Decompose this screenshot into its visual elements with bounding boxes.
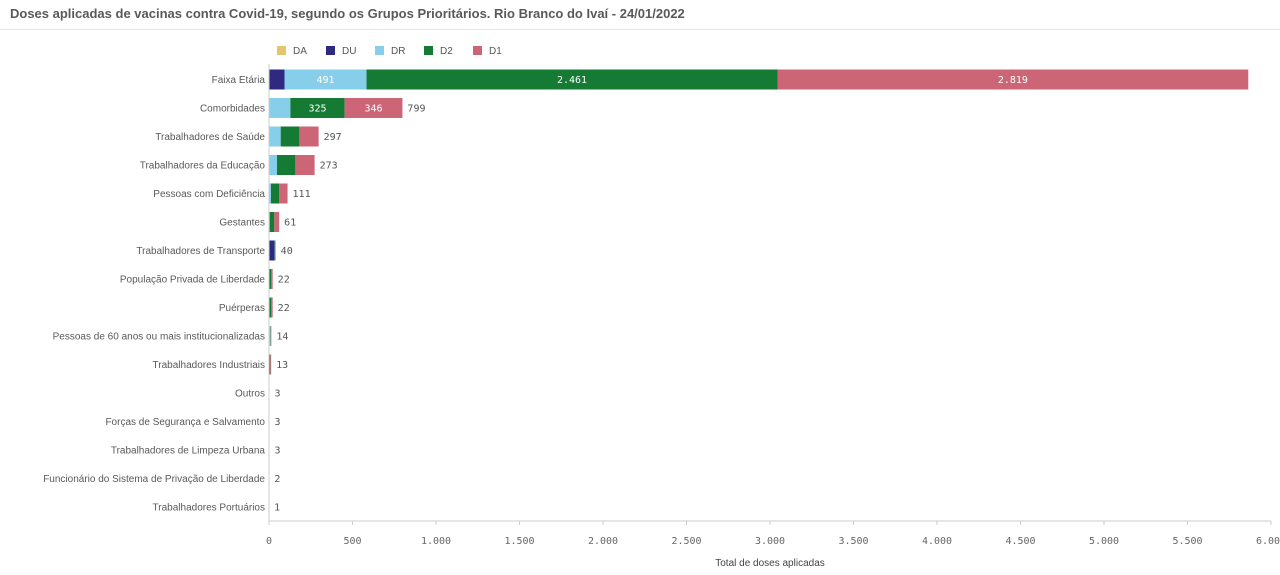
legend-swatch-d2 bbox=[424, 46, 433, 55]
category-label: Pessoas de 60 anos ou mais institucional… bbox=[53, 332, 265, 343]
bar-total-label: 22 bbox=[278, 303, 290, 314]
bar-segment-dr bbox=[284, 69, 367, 90]
bar-total-label: 799 bbox=[407, 104, 425, 115]
bar-segment-d2 bbox=[280, 126, 300, 147]
bar-segment-d1 bbox=[299, 126, 319, 147]
bar-segment-d1 bbox=[344, 98, 403, 118]
legend-swatch-dr bbox=[375, 46, 384, 55]
x-tick-label: 4.500 bbox=[1005, 536, 1035, 547]
x-tick-label: 2.500 bbox=[671, 536, 701, 547]
category-label: Outros bbox=[235, 389, 265, 400]
bar-segment-d2 bbox=[290, 98, 345, 118]
bar-total-label: 2 bbox=[274, 474, 280, 485]
legend-swatch-du bbox=[326, 46, 335, 55]
bar-segment-d2 bbox=[366, 69, 778, 90]
bar-segment-du bbox=[269, 69, 285, 90]
x-tick-label: 3.000 bbox=[755, 536, 785, 547]
x-axis-label: Total de doses aplicadas bbox=[715, 558, 825, 569]
category-label: Puérperas bbox=[219, 303, 265, 314]
x-tick-label: 5.500 bbox=[1172, 536, 1202, 547]
bar-segment-d1 bbox=[295, 155, 315, 175]
bar-total-label: 273 bbox=[320, 161, 338, 172]
legend-swatch-d1 bbox=[473, 46, 482, 55]
bar-segment-d2 bbox=[271, 183, 280, 204]
category-label: População Privada de Liberdade bbox=[120, 275, 266, 286]
bar-segment-d2 bbox=[269, 269, 272, 289]
bar-segment-dr bbox=[269, 98, 291, 118]
x-tick-label: 1.000 bbox=[421, 536, 451, 547]
bar-segment-du bbox=[269, 240, 275, 261]
bar-value-label: 2.819 bbox=[998, 75, 1028, 86]
category-label: Trabalhadores de Limpeza Urbana bbox=[111, 446, 266, 457]
bar-segment-dr bbox=[269, 183, 272, 204]
bar-segment-d2 bbox=[269, 354, 271, 375]
bar-segment-d1 bbox=[271, 269, 273, 289]
legend: DA DU DR D2 D1 bbox=[277, 46, 502, 57]
bar-segment-d2 bbox=[270, 326, 271, 346]
legend-label-dr: DR bbox=[391, 46, 405, 57]
x-tick-label: 3.500 bbox=[838, 536, 868, 547]
category-label: Funcionário do Sistema de Privação de Li… bbox=[43, 474, 265, 485]
category-labels: Faixa Etária Comorbidades Trabalhadores de… bbox=[43, 75, 265, 514]
bar-segment-d1 bbox=[270, 354, 272, 375]
bar-value-label: 491 bbox=[316, 75, 334, 86]
x-tick-label: 4.000 bbox=[922, 536, 952, 547]
bar-segment-d2 bbox=[269, 212, 275, 232]
bars: 491 2.461 2.819 325 346 799 297 273 111 61 40 22 22 1… bbox=[269, 69, 1249, 517]
x-tick-label: 2.000 bbox=[588, 536, 618, 547]
category-label: Forças de Segurança e Salvamento bbox=[105, 417, 265, 428]
bar-segment-d2 bbox=[269, 297, 272, 318]
category-label: Trabalhadores Portuários bbox=[153, 503, 265, 514]
legend-swatch-da bbox=[277, 46, 286, 55]
bar-segment-dr bbox=[269, 126, 281, 147]
bar-segment-d2 bbox=[277, 155, 296, 175]
bar-segment-d1 bbox=[777, 69, 1249, 90]
category-label: Faixa Etária bbox=[212, 75, 266, 86]
x-tick-label: 0 bbox=[266, 536, 272, 547]
bar-segment-d1 bbox=[279, 183, 288, 204]
legend-label-du: DU bbox=[342, 46, 356, 57]
bar-segment-dr bbox=[269, 155, 278, 175]
category-label: Trabalhadores de Saúde bbox=[155, 132, 265, 143]
x-tick-label: 500 bbox=[343, 536, 361, 547]
bar-total-label: 3 bbox=[275, 446, 281, 457]
bar-total-label: 40 bbox=[281, 246, 293, 257]
category-label: Trabalhadores da Educação bbox=[140, 161, 266, 172]
legend-label-d2: D2 bbox=[440, 46, 453, 57]
bar-total-label: 13 bbox=[276, 360, 288, 371]
bar-value-label: 346 bbox=[365, 104, 383, 115]
category-label: Pessoas com Deficiência bbox=[153, 189, 265, 200]
bar-segment-dr bbox=[269, 326, 271, 346]
x-axis: 0 500 1.000 1.500 2.000 2.500 3.000 3.500 4.000 4… bbox=[266, 64, 1280, 547]
x-tick-label: 6.000 bbox=[1256, 536, 1280, 547]
bar-total-label: 3 bbox=[275, 389, 281, 400]
bar-segment-d1 bbox=[275, 240, 276, 261]
bar-total-label: 111 bbox=[293, 189, 311, 200]
bar-total-label: 61 bbox=[284, 218, 296, 229]
bar-segment-d1 bbox=[271, 297, 273, 318]
legend-label-da: DA bbox=[293, 46, 307, 57]
bar-segment-d1 bbox=[270, 326, 272, 346]
bar-total-label: 22 bbox=[278, 275, 290, 286]
bar-total-label: 3 bbox=[275, 417, 281, 428]
category-label: Trabalhadores Industriais bbox=[153, 360, 265, 371]
bar-value-label: 325 bbox=[308, 104, 326, 115]
x-tick-label: 5.000 bbox=[1089, 536, 1119, 547]
legend-label-d1: D1 bbox=[489, 46, 502, 57]
title-divider bbox=[0, 29, 1280, 30]
bar-total-label: 1 bbox=[274, 503, 280, 514]
category-label: Gestantes bbox=[219, 218, 265, 229]
bar-total-label: 14 bbox=[276, 332, 288, 343]
category-label: Trabalhadores de Transporte bbox=[136, 246, 265, 257]
bar-segment-d1 bbox=[274, 212, 280, 232]
category-label: Comorbidades bbox=[200, 104, 265, 115]
bar-total-label: 297 bbox=[324, 132, 342, 143]
bar-value-label: 2.461 bbox=[557, 75, 587, 86]
chart-title: Doses aplicadas de vacinas contra Covid-… bbox=[10, 6, 685, 21]
x-tick-label: 1.500 bbox=[504, 536, 534, 547]
